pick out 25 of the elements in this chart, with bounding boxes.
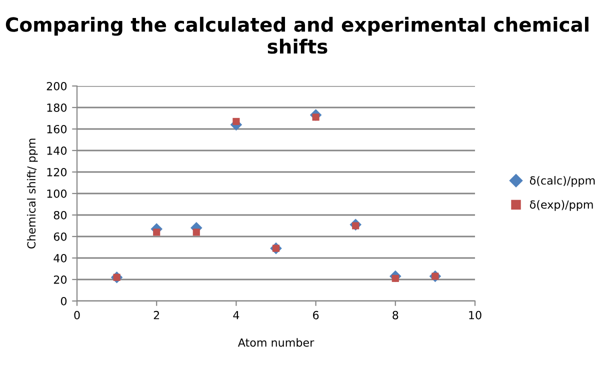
y-tick-label: 160 bbox=[47, 124, 67, 134]
y-tick-label: 120 bbox=[47, 168, 67, 176]
legend-label: δ(exp)/ppm bbox=[530, 200, 593, 211]
x-tick-label: 4 bbox=[233, 311, 240, 320]
legend-label: δ(calc)/ppm bbox=[530, 176, 595, 187]
x-tick-label: 8 bbox=[392, 310, 398, 320]
y-tick-label: 20 bbox=[54, 275, 67, 284]
x-tick-label: 6 bbox=[313, 310, 319, 320]
point bbox=[192, 228, 200, 236]
point bbox=[232, 118, 240, 126]
y-tick-label: 200 bbox=[46, 82, 67, 90]
x-tick-label: 0 bbox=[74, 310, 80, 320]
x-axis-title: Atom number bbox=[238, 338, 314, 347]
y-tick-label: 180 bbox=[47, 103, 67, 112]
y-axis-title: Chemical shift/ ppm bbox=[26, 138, 38, 249]
x-tick-label: 10 bbox=[469, 310, 482, 320]
chart-title: Comparing the calculated and experimental chemical shifts bbox=[6, 16, 588, 54]
y-tick-label: 140 bbox=[47, 146, 67, 155]
y-tick-label: 40 bbox=[54, 254, 67, 262]
y-tick-label: 100 bbox=[47, 189, 67, 198]
point bbox=[153, 228, 160, 236]
y-tick-label: 0 bbox=[60, 296, 67, 306]
y-tick-label: 60 bbox=[54, 232, 67, 241]
x-tick-label: 2 bbox=[154, 310, 160, 320]
y-tick-label: 80 bbox=[54, 210, 67, 220]
